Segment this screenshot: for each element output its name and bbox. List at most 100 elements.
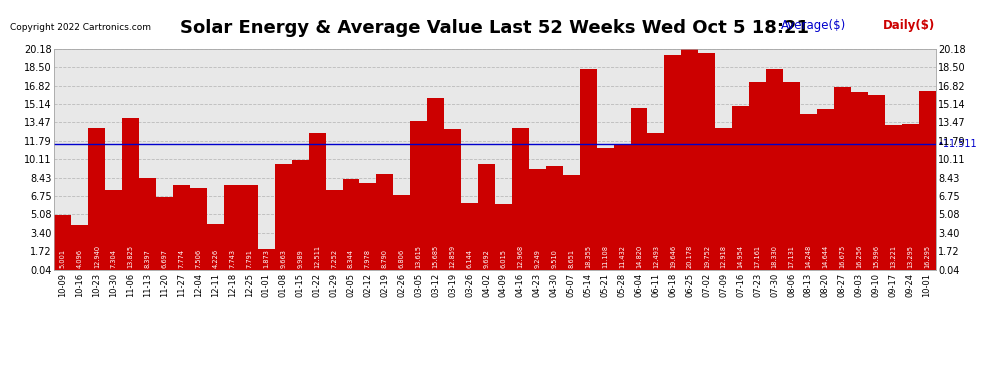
Text: 18.330: 18.330 (771, 245, 777, 268)
Bar (749, 82, 766, 270)
Text: 7.791: 7.791 (247, 249, 252, 268)
Text: 12.918: 12.918 (721, 245, 727, 268)
Bar (529, 169, 545, 270)
Bar (733, 106, 749, 270)
Text: 16.295: 16.295 (924, 245, 930, 268)
Bar (766, 69, 783, 270)
Text: 9.510: 9.510 (551, 249, 557, 268)
Bar (54, 215, 71, 270)
Text: 4.226: 4.226 (213, 249, 219, 268)
Text: 11.432: 11.432 (619, 245, 625, 268)
Text: 5.001: 5.001 (60, 249, 66, 268)
Text: 13.295: 13.295 (907, 245, 913, 268)
Bar (105, 190, 122, 270)
Bar (241, 184, 257, 270)
Text: 9.663: 9.663 (280, 249, 286, 268)
Text: 12.968: 12.968 (518, 245, 524, 268)
Text: 12.859: 12.859 (449, 245, 455, 268)
Text: 8.790: 8.790 (382, 249, 388, 268)
Bar (562, 175, 580, 270)
Text: 7.743: 7.743 (230, 249, 236, 268)
Bar (173, 185, 190, 270)
Text: 8.651: 8.651 (568, 249, 574, 268)
Text: Average($): Average($) (781, 19, 846, 32)
Bar (376, 174, 393, 270)
Text: 19.752: 19.752 (704, 245, 710, 268)
Text: 12.511: 12.511 (314, 245, 320, 268)
Bar (885, 125, 902, 270)
Bar (190, 188, 207, 270)
Text: 13.615: 13.615 (416, 245, 422, 268)
Bar (445, 129, 461, 270)
Bar (122, 118, 140, 270)
Bar (359, 183, 376, 270)
Text: 7.978: 7.978 (365, 249, 371, 268)
Bar (156, 196, 173, 270)
Text: 7.304: 7.304 (111, 249, 117, 268)
Bar (850, 92, 868, 270)
Bar (902, 124, 919, 270)
Bar (292, 160, 309, 270)
Bar (393, 195, 410, 270)
Bar (919, 92, 936, 270)
Text: 8.344: 8.344 (347, 249, 354, 268)
Text: 8.397: 8.397 (145, 249, 150, 268)
Bar (410, 121, 428, 270)
Text: 15.996: 15.996 (873, 245, 879, 268)
Bar (71, 225, 88, 270)
Bar (664, 55, 681, 270)
Text: Daily($): Daily($) (883, 19, 936, 32)
Bar (495, 204, 512, 270)
Bar (343, 178, 359, 270)
Text: 16.675: 16.675 (840, 245, 845, 268)
Text: Solar Energy & Average Value Last 52 Weeks Wed Oct 5 18:21: Solar Energy & Average Value Last 52 Wee… (180, 19, 810, 37)
Text: 11.108: 11.108 (602, 245, 608, 268)
Text: 17.131: 17.131 (788, 246, 795, 268)
Text: 6.806: 6.806 (399, 249, 405, 268)
Text: 7.252: 7.252 (331, 249, 337, 268)
Bar (834, 87, 850, 270)
Text: 12.940: 12.940 (94, 245, 100, 268)
Text: 14.644: 14.644 (823, 245, 829, 268)
Text: 4.096: 4.096 (77, 249, 83, 268)
Text: 7.506: 7.506 (195, 249, 202, 268)
Bar (715, 128, 733, 270)
Text: 7.774: 7.774 (178, 249, 184, 268)
Text: 16.256: 16.256 (856, 245, 862, 268)
Bar (461, 202, 478, 270)
Bar (428, 98, 445, 270)
Text: Copyright 2022 Cartronics.com: Copyright 2022 Cartronics.com (10, 22, 150, 32)
Bar (868, 94, 885, 270)
Bar (681, 49, 698, 270)
Text: 6.697: 6.697 (161, 249, 167, 268)
Text: 15.685: 15.685 (433, 245, 439, 268)
Text: 9.989: 9.989 (297, 250, 303, 268)
Bar (783, 82, 800, 270)
Bar (207, 224, 224, 270)
Text: 9.249: 9.249 (535, 249, 541, 268)
Text: 18.355: 18.355 (585, 245, 591, 268)
Bar (698, 54, 715, 270)
Bar (817, 110, 834, 270)
Bar (580, 69, 597, 270)
Text: 14.820: 14.820 (636, 245, 643, 268)
Text: 14.954: 14.954 (738, 245, 743, 268)
Bar (326, 190, 343, 270)
Text: 9.692: 9.692 (483, 249, 489, 268)
Text: 12.493: 12.493 (653, 245, 659, 268)
Bar (274, 164, 292, 270)
Bar (512, 128, 529, 270)
Text: 17.161: 17.161 (754, 245, 760, 268)
Bar (140, 178, 156, 270)
Bar (614, 145, 631, 270)
Bar (478, 164, 495, 270)
Bar (309, 133, 326, 270)
Bar (224, 185, 241, 270)
Bar (597, 148, 614, 270)
Bar (257, 249, 275, 270)
Text: 13.221: 13.221 (890, 245, 896, 268)
Text: 6.144: 6.144 (466, 249, 472, 268)
Bar (647, 133, 664, 270)
Text: •11.511: •11.511 (938, 139, 977, 149)
Bar (88, 128, 105, 270)
